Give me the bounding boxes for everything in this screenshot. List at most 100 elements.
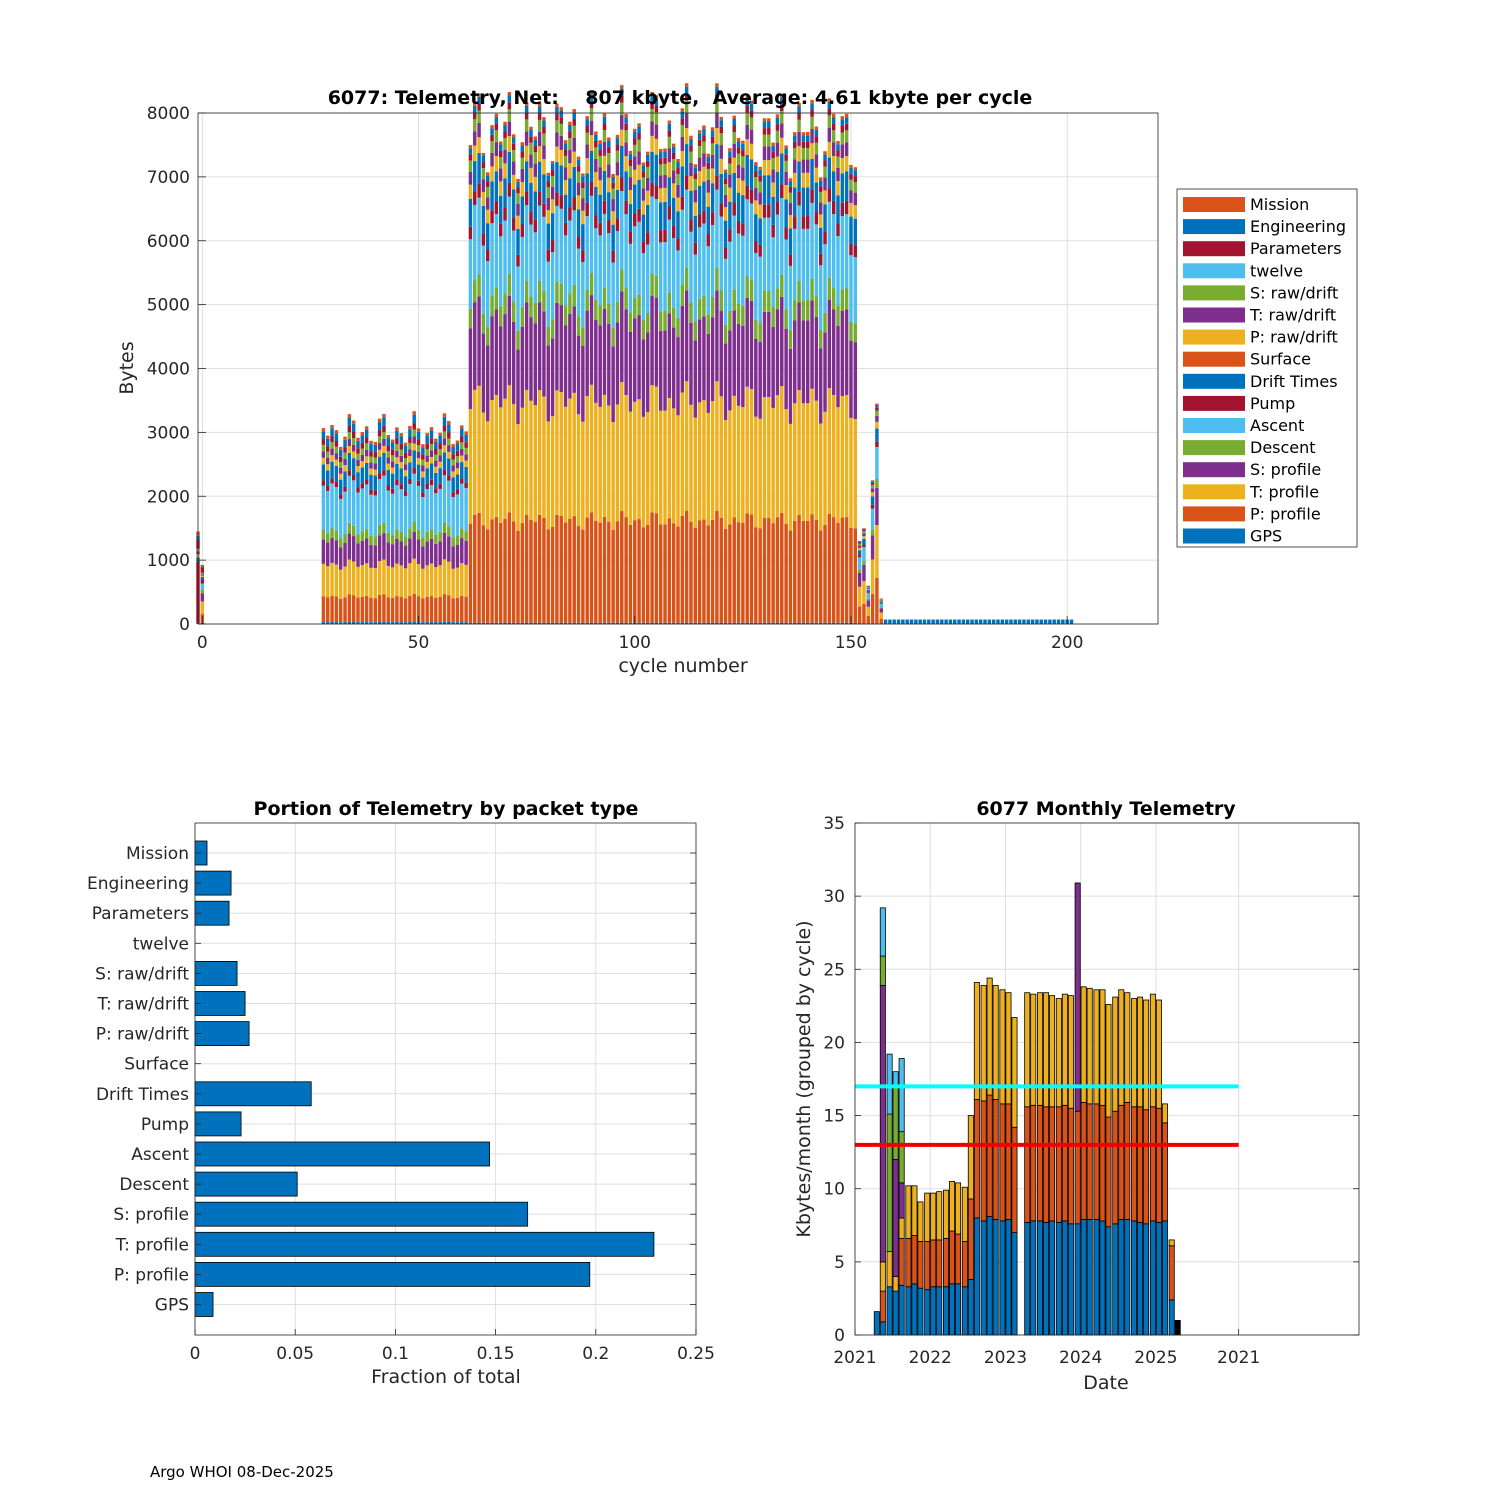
- top-bar-segment: [671, 183, 676, 198]
- top-bar-segment: [857, 542, 862, 544]
- top-bar-segment: [823, 312, 827, 333]
- top-bar-segment: [468, 226, 473, 240]
- top-bar-segment: [823, 190, 827, 205]
- top-bar-segment: [823, 244, 827, 313]
- top-bar-segment: [607, 522, 611, 623]
- top-bar-segment: [594, 622, 598, 624]
- top-bar-segment: [758, 192, 762, 205]
- top-bar-segment: [667, 518, 672, 623]
- top-bar-segment: [360, 488, 365, 532]
- top-bar-segment: [369, 567, 373, 599]
- top-bar-segment: [862, 530, 866, 532]
- top-bar-segment: [326, 622, 330, 624]
- top-bar-segment: [771, 158, 775, 170]
- top-bar-segment: [646, 204, 650, 233]
- top-bar-segment: [464, 482, 468, 488]
- top-bar-segment: [563, 522, 568, 623]
- top-bar-segment: [624, 117, 628, 124]
- top-bar-segment: [468, 154, 473, 161]
- legend-swatch: [1183, 351, 1245, 367]
- top-bar-segment: [836, 236, 840, 306]
- top-bar-segment: [827, 622, 832, 624]
- top-bar-segment: [442, 452, 447, 470]
- top-bar-segment: [728, 201, 732, 230]
- top-bar-segment: [676, 197, 680, 212]
- monthly-bar-segment: [905, 1286, 912, 1336]
- packet-category-label: P: raw/drift: [96, 1025, 190, 1045]
- top-bar-segment: [542, 145, 546, 160]
- monthly-bar-segment: [892, 1071, 899, 1087]
- monthly-bar-segment: [1124, 992, 1131, 1103]
- top-bar-segment: [338, 538, 343, 548]
- top-bar-segment: [624, 123, 628, 131]
- top-bar-segment: [853, 418, 858, 529]
- top-bar-segment: [351, 561, 356, 596]
- top-bar-segment: [615, 301, 620, 323]
- top-bar-segment: [732, 115, 736, 119]
- top-bar-segment: [827, 127, 832, 142]
- top-bar-segment: [451, 622, 455, 624]
- top-bar-segment: [684, 100, 689, 114]
- top-bar-segment: [788, 622, 793, 624]
- top-bar-segment: [702, 153, 706, 167]
- monthly-bar-segment: [1118, 1219, 1125, 1336]
- monthly-bar-segment: [930, 1286, 937, 1336]
- top-bar-segment: [762, 160, 767, 176]
- legend-swatch: [1183, 484, 1245, 500]
- top-bar-segment: [607, 220, 611, 234]
- top-bar-segment: [347, 432, 352, 440]
- top-bar-segment: [736, 141, 741, 148]
- top-bar-segment: [460, 455, 464, 463]
- top-bar-segment: [442, 594, 447, 622]
- top-bar-segment: [576, 248, 581, 317]
- top-bar-segment: [797, 161, 801, 192]
- top-bar-segment: [589, 384, 594, 513]
- top-bar-segment: [641, 416, 646, 528]
- top-bar-segment: [719, 133, 723, 146]
- top-bar-segment: [715, 510, 719, 623]
- top-bar-segment: [585, 396, 589, 518]
- top-bar-segment: [788, 215, 793, 229]
- top-bar-segment: [403, 452, 408, 459]
- top-bar-segment: [818, 214, 823, 228]
- top-bar-segment: [628, 411, 633, 525]
- top-bar-segment: [395, 463, 399, 480]
- top-bar-segment: [771, 523, 775, 623]
- top-bar-segment: [693, 167, 698, 174]
- top-bar-segment: [464, 442, 468, 448]
- top-bar-segment: [719, 173, 723, 204]
- top-bar-segment: [550, 161, 555, 165]
- top-bar-segment: [434, 534, 438, 544]
- top-bar-segment: [585, 132, 589, 145]
- top-bar-segment: [732, 157, 736, 173]
- top-bar-segment: [455, 535, 460, 545]
- top-bar-segment: [611, 422, 615, 530]
- top-bar-segment: [633, 132, 637, 139]
- top-bar-segment: [680, 136, 685, 151]
- top-bar-segment: [351, 420, 356, 424]
- top-bar-segment: [490, 295, 494, 317]
- monthly-bar-segment: [930, 1239, 937, 1288]
- top-bar-segment: [749, 300, 754, 389]
- top-bar-segment: [650, 196, 654, 274]
- top-bar-segment: [434, 472, 438, 489]
- top-bar-segment: [706, 333, 710, 413]
- top-bar-segment: [533, 302, 538, 324]
- top-bar-segment: [857, 555, 862, 558]
- top-bar-segment: [542, 133, 546, 146]
- top-bar-segment: [347, 559, 352, 595]
- top-bar-segment: [732, 172, 736, 203]
- monthly-bar-segment: [1049, 995, 1056, 1108]
- top-bar-segment: [498, 306, 503, 327]
- top-bar-segment: [351, 438, 356, 445]
- top-bar-segment: [529, 136, 533, 143]
- top-bar-segment: [775, 142, 780, 157]
- top-bar-segment: [615, 404, 620, 522]
- top-bar-segment: [455, 474, 460, 490]
- monthly-y-tick-label: 10: [823, 1180, 845, 1200]
- top-bar-segment: [754, 622, 758, 624]
- top-bar-segment: [451, 471, 455, 478]
- top-bar-segment: [434, 460, 438, 467]
- top-bar-segment: [429, 622, 434, 624]
- top-bar-segment: [801, 187, 806, 217]
